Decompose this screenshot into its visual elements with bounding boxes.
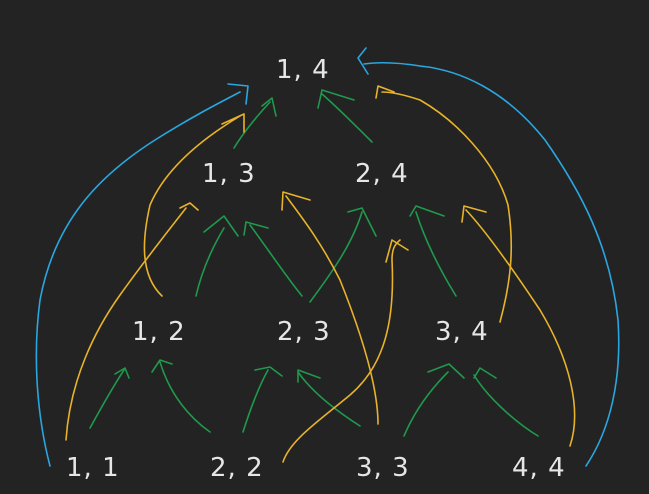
arrow-3-3-to-2-3 <box>297 369 361 427</box>
node-2-2: 2, 2 <box>210 453 264 483</box>
arrow-3-3-to-1-3 <box>281 191 379 425</box>
blue-arrows <box>35 47 620 467</box>
arrow-2-3-to-2-4 <box>309 207 377 303</box>
green-arrows-level2 <box>195 205 457 303</box>
node-1-2: 1, 2 <box>132 317 186 347</box>
arrow-2-2-to-2-3 <box>242 366 283 433</box>
arrow-2-2-to-1-2 <box>151 359 211 433</box>
node-4-4: 4, 4 <box>512 453 566 483</box>
node-2-4: 2, 4 <box>355 159 409 189</box>
arrow-2-2-to-2-4 <box>282 239 409 463</box>
green-arrows-level1 <box>89 359 539 437</box>
arrow-4-4-to-2-4 <box>461 205 576 447</box>
arrow-3-4-to-2-4 <box>409 205 457 297</box>
green-arrows-level3 <box>233 89 373 149</box>
arrow-1-3-to-1-4 <box>233 97 277 149</box>
node-1-3: 1, 3 <box>202 159 256 189</box>
arrow-4-4-to-3-4 <box>473 367 539 437</box>
arrow-2-3-to-1-3 <box>243 221 303 297</box>
node-3-4: 3, 4 <box>435 317 489 347</box>
arrow-1-1-to-1-2 <box>89 367 130 429</box>
arrow-1-1-to-1-4 <box>35 83 249 467</box>
node-3-3: 3, 3 <box>356 453 410 483</box>
arrow-1-2-to-1-4 <box>143 113 245 297</box>
node-2-3: 2, 3 <box>277 317 331 347</box>
arrow-1-2-to-1-3 <box>195 215 239 297</box>
node-1-4: 1, 4 <box>276 55 330 85</box>
arrow-4-4-to-1-4 <box>357 47 620 467</box>
arrow-1-1-to-1-3 <box>65 202 199 441</box>
yellow-arrows <box>65 85 576 463</box>
arrow-2-4-to-1-4 <box>317 89 373 143</box>
node-1-1: 1, 1 <box>66 453 120 483</box>
arrow-3-3-to-3-4 <box>403 363 465 437</box>
arrow-3-4-to-1-4 <box>375 85 513 323</box>
